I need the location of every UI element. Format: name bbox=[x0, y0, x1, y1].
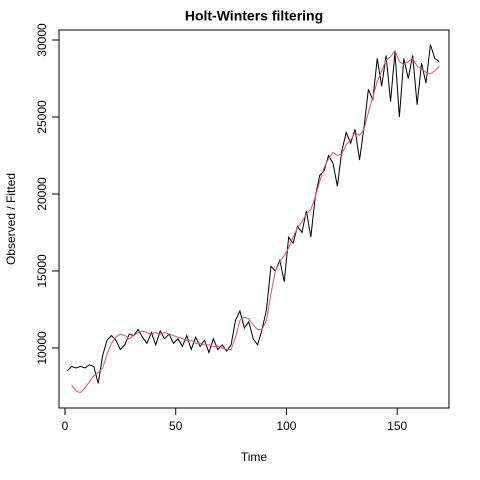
y-tick-label: 30000 bbox=[35, 23, 49, 57]
plot-box bbox=[58, 29, 450, 409]
y-tick-label: 25000 bbox=[35, 100, 49, 134]
x-tick-label: 50 bbox=[169, 419, 183, 433]
series-line bbox=[71, 49, 440, 394]
series-line bbox=[66, 44, 440, 384]
y-tick-label: 10000 bbox=[35, 331, 49, 365]
x-tick-label: 0 bbox=[62, 419, 69, 433]
y-axis-label: Observed / Fitted bbox=[4, 173, 18, 265]
y-tick-label: 15000 bbox=[35, 254, 49, 288]
y-tick-label: 20000 bbox=[35, 177, 49, 211]
x-tick-label: 100 bbox=[276, 419, 296, 433]
x-axis-label: Time bbox=[241, 450, 268, 464]
chart-title: Holt-Winters filtering bbox=[185, 8, 323, 24]
x-tick-label: 150 bbox=[387, 419, 407, 433]
